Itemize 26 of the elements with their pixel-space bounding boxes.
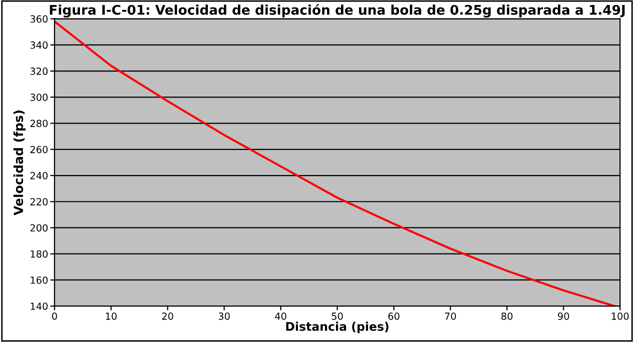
y-axis-title: Velocidad (fps): [13, 110, 26, 216]
y-tick-label: 220: [30, 198, 48, 206]
x-tick-label: 40: [275, 312, 286, 320]
y-tick-label: 300: [30, 94, 48, 101]
y-tick-label: 180: [30, 250, 48, 258]
y-tick-label: 260: [30, 146, 48, 154]
x-tick-label: 0: [52, 312, 57, 320]
x-axis-title: Distancia (pies): [286, 322, 388, 334]
y-tick-label: 160: [30, 276, 48, 284]
y-tick-label: 280: [30, 120, 48, 128]
y-tick-label: 320: [30, 68, 48, 75]
x-tick-label: 30: [218, 312, 230, 320]
y-tick-label: 140: [30, 302, 48, 310]
x-tick-label: 50: [332, 312, 343, 320]
x-tick-label: 70: [445, 312, 456, 320]
x-tick-label: 20: [162, 312, 174, 320]
x-tick-label: 80: [501, 312, 512, 320]
chart-title: Figura I-C-01: Velocidad de disipación de una bola de 0.25g disparada a 1.49J: [50, 4, 625, 18]
y-tick-label: 360: [30, 15, 48, 23]
x-tick-label: 90: [558, 312, 570, 320]
y-tick-label: 240: [30, 172, 48, 180]
x-tick-label: 100: [612, 312, 629, 320]
x-tick-label: 10: [106, 312, 117, 320]
x-tick-label: 60: [388, 312, 400, 320]
y-tick-label: 200: [30, 224, 48, 232]
y-tick-label: 340: [30, 41, 48, 49]
